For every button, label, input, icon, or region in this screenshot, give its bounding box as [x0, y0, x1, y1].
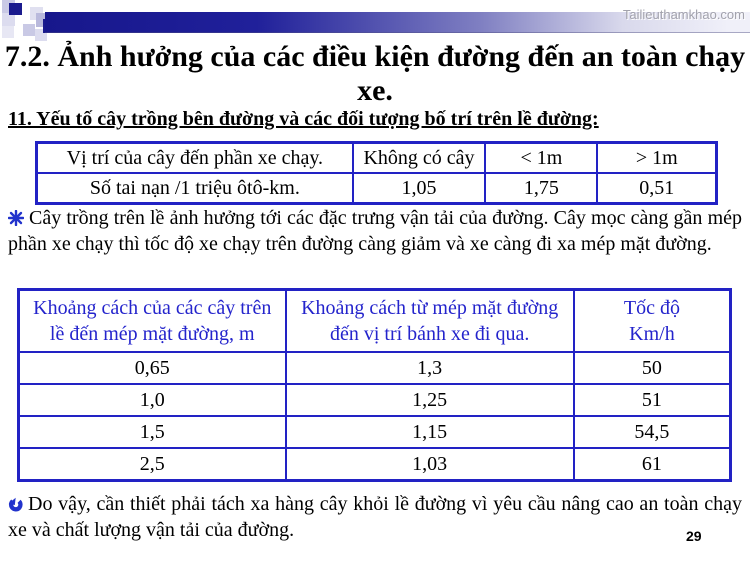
table-row: Số tai nạn /1 triệu ôtô-km. 1,05 1,75 0,…	[35, 172, 718, 205]
circular-arrow-bullet-icon	[8, 497, 23, 512]
header-gradient-bar	[45, 12, 750, 33]
table-header-cell: Tốc độ Km/h	[572, 288, 732, 353]
paragraph-tree-effect: Cây trồng trên lề ảnh hưởng tới các đặc …	[7, 205, 742, 257]
header-line: Tốc độ	[623, 297, 680, 319]
paragraph-text: Cây trồng trên lề ảnh hưởng tới các đặc …	[8, 207, 742, 255]
table-cell: 61	[572, 447, 732, 482]
table-cell: 1,5	[17, 415, 287, 449]
table-cell: Số tai nạn /1 triệu ôtô-km.	[35, 172, 354, 205]
table-cell: 1,03	[284, 447, 575, 482]
deco-square	[2, 26, 14, 38]
table-header-row: Khoảng cách của các cây trên lề đến mép …	[17, 288, 732, 353]
table-cell: < 1m	[484, 141, 599, 174]
table-row: 1,5 1,15 54,5	[17, 415, 732, 449]
deco-square	[23, 24, 35, 36]
table-cell: > 1m	[596, 141, 718, 174]
table-row: 1,0 1,25 51	[17, 383, 732, 417]
deco-square	[9, 3, 22, 15]
star-bullet-icon	[7, 209, 25, 227]
deco-square	[2, 13, 15, 26]
paragraph-conclusion: Do vậy, cần thiết phải tách xa hàng cây …	[8, 491, 742, 543]
page-title: 7.2. Ảnh hưởng của các điều kiện đường đ…	[4, 40, 746, 107]
paragraph-text: Do vậy, cần thiết phải tách xa hàng cây …	[8, 493, 742, 541]
table-cell: 1,75	[484, 172, 599, 205]
table-cell: 50	[572, 351, 732, 385]
header-line: Km/h	[629, 323, 675, 345]
table-cell: 2,5	[17, 447, 287, 482]
table-cell: 0,65	[17, 351, 287, 385]
watermark-text: Tailieuthamkhao.com	[622, 7, 745, 22]
table-header-cell: Khoảng cách từ mép mặt đường đến vị trí …	[284, 288, 575, 353]
table-cell: 54,5	[572, 415, 732, 449]
table-cell: 1,0	[17, 383, 287, 417]
table-cell: 51	[572, 383, 732, 417]
table-row: 0,65 1,3 50	[17, 351, 732, 385]
page-number: 29	[686, 528, 702, 544]
table-header-cell: Khoảng cách của các cây trên lề đến mép …	[17, 288, 287, 353]
table-row: Vị trí của cây đến phần xe chạy. Không c…	[35, 141, 718, 174]
table-cell: 1,05	[351, 172, 487, 205]
table-cell: 1,3	[284, 351, 575, 385]
table-row: 2,5 1,03 61	[17, 447, 732, 482]
table-cell: Không có cây	[351, 141, 487, 174]
table-cell: 0,51	[596, 172, 718, 205]
table-cell: 1,15	[284, 415, 575, 449]
table-cell: Vị trí của cây đến phần xe chạy.	[35, 141, 354, 174]
distance-speed-table: Khoảng cách của các cây trên lề đến mép …	[17, 288, 732, 482]
accident-rate-table: Vị trí của cây đến phần xe chạy. Không c…	[35, 141, 718, 205]
table-cell: 1,25	[284, 383, 575, 417]
section-heading: 11. Yếu tố cây trồng bên đường và các đố…	[8, 108, 599, 130]
